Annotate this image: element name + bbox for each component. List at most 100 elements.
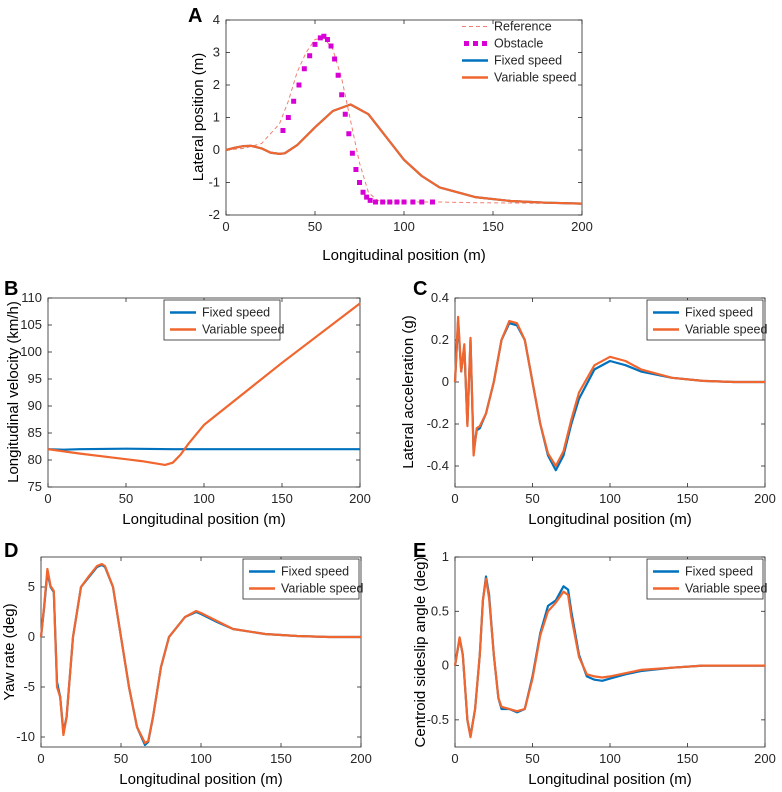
x-axis-label-d: Longitudinal position (m) bbox=[119, 771, 282, 788]
series-a-obstacle-point bbox=[296, 82, 302, 88]
y-tick-label-c: -0.2 bbox=[427, 416, 449, 431]
x-tick-label-a: 150 bbox=[482, 219, 504, 234]
series-a-obstacle-point bbox=[410, 199, 416, 205]
y-tick-label-a: 2 bbox=[213, 77, 220, 92]
series-a-obstacle-point bbox=[357, 180, 362, 185]
legend-b: Fixed speed Variable speed bbox=[163, 299, 285, 341]
x-tick-label-a: 100 bbox=[393, 219, 415, 234]
x-tick-label-e: 200 bbox=[754, 751, 776, 766]
x-tick-label-b: 0 bbox=[44, 491, 51, 506]
panel-label-a: A bbox=[188, 5, 202, 27]
y-tick-label-b: 100 bbox=[20, 344, 42, 359]
series-a-obstacle-point bbox=[367, 197, 373, 203]
y-tick-label-d: -5 bbox=[23, 679, 35, 694]
y-tick-label-d: 0 bbox=[28, 629, 35, 644]
y-axis-label-c: Lateral acceleration (g) bbox=[400, 315, 417, 468]
series-a-obstacle-point bbox=[339, 92, 345, 98]
x-axis-label-e: Longitudinal position (m) bbox=[528, 771, 691, 788]
series-a-obstacle-point bbox=[349, 150, 355, 156]
y-axis-label-e: Centroid sideslip angle (deg) bbox=[412, 557, 429, 748]
series-a-obstacle-point bbox=[342, 111, 348, 117]
x-axis-label-a: Longitudinal position (m) bbox=[322, 247, 485, 264]
legend-item-c-fixed-speed: Fixed speed bbox=[685, 306, 753, 320]
y-tick-label-c: -0.4 bbox=[427, 458, 449, 473]
legend-a: Reference Obstacle Fixed speed Variable spe… bbox=[462, 20, 577, 85]
series-b-variable-speed bbox=[47, 302, 361, 466]
series-a-reference bbox=[225, 37, 583, 205]
legend-d: Fixed speed Variable speed bbox=[242, 558, 364, 600]
legend-item-a-obstacle-swatch bbox=[473, 41, 478, 46]
y-tick-label-e: 0.5 bbox=[431, 603, 449, 618]
series-a-obstacle-point bbox=[280, 128, 286, 133]
series-a-obstacle-point bbox=[307, 53, 313, 59]
panel-a: A Longitudinal position (m) Lateral posi… bbox=[188, 5, 593, 264]
series-a-obstacle-point bbox=[328, 43, 334, 49]
series-a-obstacle-point bbox=[301, 66, 307, 72]
legend-item-a-variable-speed: Variable speed bbox=[494, 71, 577, 85]
panel-e: E Longitudinal position (m) Centroid sid… bbox=[412, 540, 776, 788]
panel-label-d: D bbox=[4, 540, 18, 562]
x-tick-label-e: 150 bbox=[677, 751, 699, 766]
series-a-obstacle-point bbox=[419, 199, 425, 205]
legend-box-e bbox=[646, 558, 764, 600]
series-a-obstacle-point bbox=[394, 199, 400, 205]
x-tick-label-c: 0 bbox=[451, 491, 458, 506]
x-tick-label-c: 150 bbox=[677, 491, 699, 506]
y-tick-label-a: 3 bbox=[213, 45, 220, 60]
legend-item-c-variable-speed: Variable speed bbox=[685, 323, 768, 337]
y-tick-label-d: -10 bbox=[16, 729, 35, 744]
x-tick-label-d: 100 bbox=[190, 751, 212, 766]
series-a-obstacle-point bbox=[380, 199, 386, 205]
series-a-obstacle-point bbox=[364, 194, 370, 200]
series-a-obstacle-point bbox=[317, 35, 323, 41]
y-tick-label-e: 0 bbox=[442, 658, 449, 673]
series-a-variable-speed bbox=[225, 103, 583, 205]
y-tick-label-c: 0.2 bbox=[431, 332, 449, 347]
series-a-obstacle-point bbox=[321, 33, 327, 39]
legend-item-e-fixed-speed: Fixed speed bbox=[685, 565, 753, 579]
x-tick-label-d: 200 bbox=[350, 751, 372, 766]
series-a-obstacle-point bbox=[353, 167, 359, 172]
x-tick-label-e: 50 bbox=[525, 751, 539, 766]
series-a-obstacle-point bbox=[332, 56, 338, 62]
panel-d: D Longitudinal position (m) Yaw rate (de… bbox=[1, 540, 372, 788]
y-axis-label-b: Longitudinal velocity (km/h) bbox=[5, 301, 22, 483]
y-tick-label-b: 90 bbox=[28, 398, 42, 413]
legend-item-d-variable-speed: Variable speed bbox=[281, 582, 364, 596]
x-tick-label-c: 200 bbox=[754, 491, 776, 506]
series-c-variable-speed bbox=[453, 315, 765, 468]
plot-area-a bbox=[225, 19, 583, 216]
y-tick-label-e: 1 bbox=[442, 549, 449, 564]
x-tick-label-b: 200 bbox=[349, 491, 371, 506]
legend-item-b-variable-speed: Variable speed bbox=[202, 323, 285, 337]
series-a-obstacle-point bbox=[312, 41, 318, 47]
legend-box-d bbox=[242, 558, 360, 600]
x-axis-label-b: Longitudinal position (m) bbox=[122, 511, 285, 528]
legend-item-a-fixed-speed: Fixed speed bbox=[494, 54, 562, 68]
y-axis-label-a: Lateral position (m) bbox=[190, 53, 207, 181]
series-a-obstacle-point bbox=[291, 98, 297, 104]
y-tick-label-b: 80 bbox=[28, 452, 42, 467]
x-tick-label-d: 50 bbox=[114, 751, 128, 766]
series-a-obstacle-point bbox=[401, 199, 407, 205]
x-axis-label-c: Longitudinal position (m) bbox=[528, 511, 691, 528]
y-tick-label-d: 5 bbox=[28, 579, 35, 594]
panel-b: B Longitudinal position (m) Longitudinal… bbox=[4, 278, 371, 528]
series-b-fixed-speed bbox=[47, 447, 360, 451]
y-tick-label-a: 0 bbox=[213, 142, 220, 157]
series-a-obstacle-point bbox=[346, 131, 352, 137]
x-tick-label-d: 150 bbox=[270, 751, 292, 766]
y-tick-label-c: 0 bbox=[442, 374, 449, 389]
panel-label-c: C bbox=[413, 278, 427, 300]
x-tick-label-c: 100 bbox=[599, 491, 621, 506]
legend-item-d-fixed-speed: Fixed speed bbox=[281, 565, 349, 579]
x-tick-label-b: 150 bbox=[271, 491, 293, 506]
y-tick-label-b: 75 bbox=[28, 479, 42, 494]
legend-item-a-obstacle-swatch bbox=[482, 41, 487, 46]
series-e-variable-speed bbox=[453, 577, 765, 739]
x-tick-label-a: 200 bbox=[571, 219, 593, 234]
y-tick-label-b: 95 bbox=[28, 371, 42, 386]
legend-item-a-reference: Reference bbox=[494, 20, 552, 34]
legend-c: Fixed speed Variable speed bbox=[646, 299, 768, 341]
panel-c: C Longitudinal position (m) Lateral acce… bbox=[400, 278, 776, 528]
